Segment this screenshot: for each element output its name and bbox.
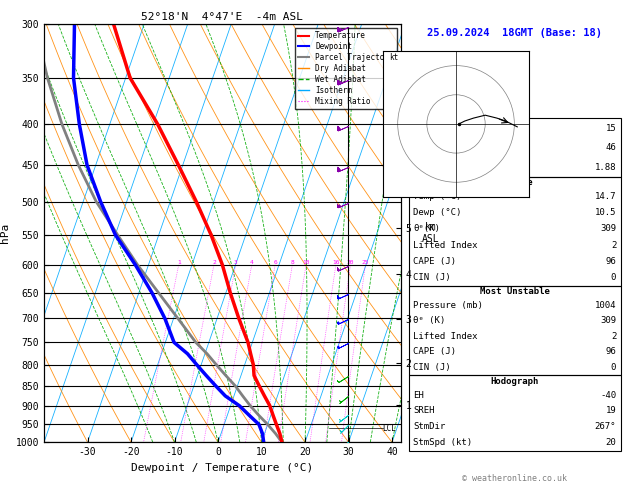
Text: 2: 2 xyxy=(611,332,616,341)
Text: 1.88: 1.88 xyxy=(595,163,616,172)
Text: 46: 46 xyxy=(606,143,616,152)
Legend: Temperature, Dewpoint, Parcel Trajectory, Dry Adiabat, Wet Adiabat, Isotherm, Mi: Temperature, Dewpoint, Parcel Trajectory… xyxy=(294,28,397,109)
Text: 1004: 1004 xyxy=(595,300,616,310)
Text: Temp (°C): Temp (°C) xyxy=(413,192,461,201)
Bar xyxy=(409,177,621,286)
Text: CIN (J): CIN (J) xyxy=(413,363,450,372)
Text: Lifted Index: Lifted Index xyxy=(413,241,477,250)
Text: CAPE (J): CAPE (J) xyxy=(413,257,456,266)
Text: CIN (J): CIN (J) xyxy=(413,273,450,282)
Text: Dewp (°C): Dewp (°C) xyxy=(413,208,461,217)
Text: K: K xyxy=(413,123,418,133)
Text: 267°: 267° xyxy=(595,422,616,431)
Text: LCL: LCL xyxy=(382,424,396,433)
Text: 2: 2 xyxy=(611,241,616,250)
Text: kt: kt xyxy=(389,53,398,62)
Text: CAPE (J): CAPE (J) xyxy=(413,347,456,356)
Text: 6: 6 xyxy=(273,260,277,265)
Text: 14.7: 14.7 xyxy=(595,192,616,201)
Text: 25: 25 xyxy=(362,260,369,265)
Text: -40: -40 xyxy=(600,391,616,399)
Text: Totals Totals: Totals Totals xyxy=(413,143,483,152)
Text: 4: 4 xyxy=(250,260,253,265)
Text: 10: 10 xyxy=(303,260,310,265)
Text: 0: 0 xyxy=(611,273,616,282)
Text: 8: 8 xyxy=(291,260,294,265)
Text: 1: 1 xyxy=(177,260,181,265)
Text: Hodograph: Hodograph xyxy=(491,377,539,385)
Text: 96: 96 xyxy=(606,347,616,356)
Text: Lifted Index: Lifted Index xyxy=(413,332,477,341)
Text: 0: 0 xyxy=(611,363,616,372)
Bar xyxy=(409,375,621,451)
Text: θᵉ(K): θᵉ(K) xyxy=(413,225,440,233)
Text: Surface: Surface xyxy=(496,178,533,187)
Y-axis label: hPa: hPa xyxy=(0,223,10,243)
Text: 20: 20 xyxy=(606,438,616,447)
Text: Most Unstable: Most Unstable xyxy=(480,287,550,296)
Bar xyxy=(409,286,621,375)
Text: 309: 309 xyxy=(600,225,616,233)
Text: © weatheronline.co.uk: © weatheronline.co.uk xyxy=(462,473,567,483)
Text: 3: 3 xyxy=(234,260,238,265)
Text: 15: 15 xyxy=(606,123,616,133)
Text: 19: 19 xyxy=(606,406,616,416)
Text: θᵉ (K): θᵉ (K) xyxy=(413,316,445,325)
Text: StmDir: StmDir xyxy=(413,422,445,431)
Text: 16: 16 xyxy=(332,260,340,265)
Text: Pressure (mb): Pressure (mb) xyxy=(413,300,483,310)
X-axis label: Dewpoint / Temperature (°C): Dewpoint / Temperature (°C) xyxy=(131,463,313,473)
Text: SREH: SREH xyxy=(413,406,435,416)
Text: 10.5: 10.5 xyxy=(595,208,616,217)
Text: 25.09.2024  18GMT (Base: 18): 25.09.2024 18GMT (Base: 18) xyxy=(427,29,602,38)
Text: 20: 20 xyxy=(347,260,354,265)
Text: 96: 96 xyxy=(606,257,616,266)
Text: StmSpd (kt): StmSpd (kt) xyxy=(413,438,472,447)
Text: PW (cm): PW (cm) xyxy=(413,163,450,172)
Text: 309: 309 xyxy=(600,316,616,325)
Text: 2: 2 xyxy=(212,260,216,265)
Bar xyxy=(409,119,621,177)
Text: EH: EH xyxy=(413,391,424,399)
Y-axis label: km
ASL: km ASL xyxy=(422,223,440,244)
Title: 52°18'N  4°47'E  -4m ASL: 52°18'N 4°47'E -4m ASL xyxy=(142,12,303,22)
